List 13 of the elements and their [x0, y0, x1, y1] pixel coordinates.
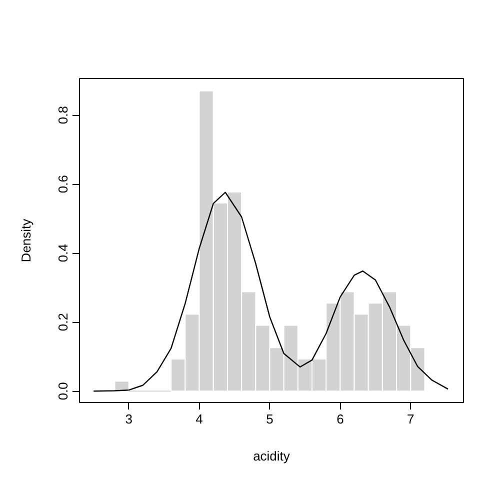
x-tick-label: 5	[266, 412, 274, 426]
x-tick-label: 3	[125, 412, 132, 426]
x-tick-label: 6	[336, 412, 344, 426]
x-axis-title: acidity	[253, 448, 290, 464]
y-tick-label: 0.4	[56, 244, 70, 262]
x-tick-label: 7	[407, 412, 414, 426]
line-series	[92, 192, 449, 392]
y-tick-label: 0.6	[56, 175, 70, 194]
y-tick-label: 0.0	[56, 382, 70, 400]
y-tick-label: 0.2	[56, 313, 70, 332]
y-tick-label: 0.8	[56, 106, 70, 124]
y-axis-title: Density	[18, 218, 34, 262]
x-tick-label: 4	[196, 412, 203, 426]
